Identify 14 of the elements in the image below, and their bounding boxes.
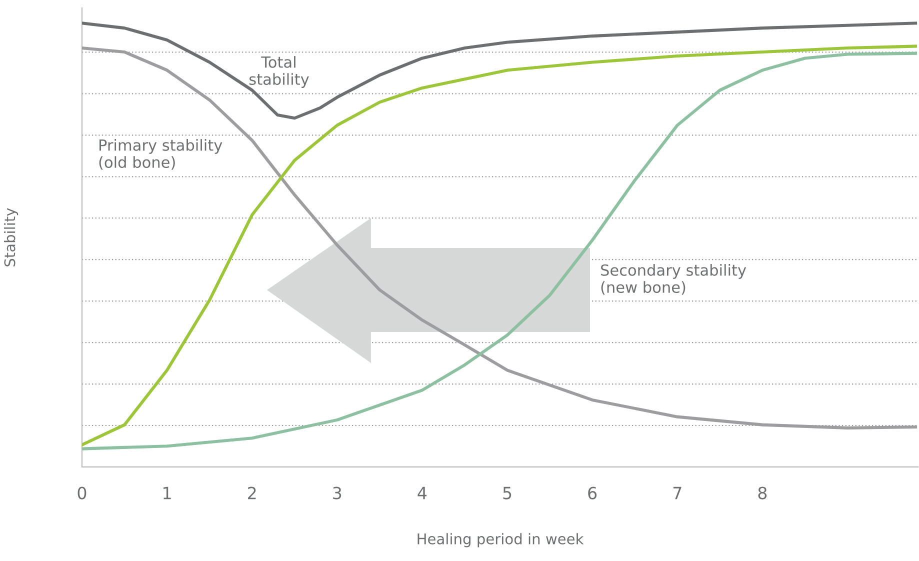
y-axis-title: Stability [4,208,18,266]
x-tick-label: 3 [333,486,342,500]
x-axis-title: Healing period in week [418,533,584,548]
x-tick-label: 2 [248,486,256,500]
x-tick-label: 7 [673,486,682,500]
annotation: Primary stability (old bone) [99,139,222,170]
annotation: Secondary stability (new bone) [601,264,746,295]
x-tick-label: 0 [78,486,86,500]
x-tick-label: 4 [418,486,427,500]
x-tick-label: 1 [164,486,171,500]
x-tick-label: 6 [588,486,597,500]
annotation: Total stability [249,56,309,88]
x-tick-label: 5 [503,486,512,500]
x-tick-label: 8 [758,486,767,500]
